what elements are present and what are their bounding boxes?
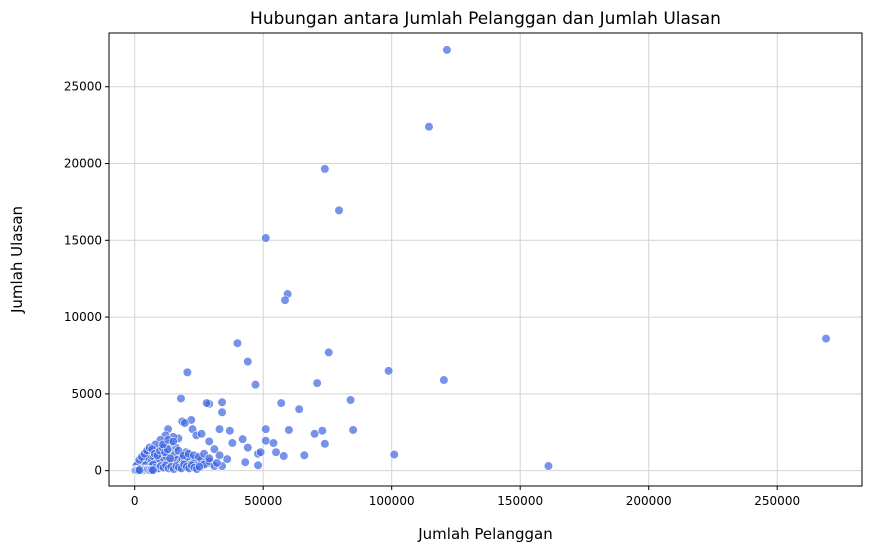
- data-point: [324, 347, 334, 358]
- data-point: [279, 451, 289, 461]
- data-point: [261, 233, 271, 243]
- data-point: [148, 465, 158, 475]
- data-point: [204, 453, 214, 463]
- x-tick-label: 150000: [497, 494, 543, 508]
- data-point: [194, 462, 205, 472]
- y-tick-label: 20000: [64, 157, 102, 171]
- data-point: [196, 429, 207, 439]
- data-point: [240, 457, 250, 467]
- data-point: [227, 438, 237, 448]
- x-axis-label: Jumlah Pelanggan: [417, 525, 553, 543]
- data-point: [334, 205, 344, 215]
- data-point: [204, 436, 214, 447]
- y-tick-label: 0: [94, 464, 102, 478]
- data-point: [253, 460, 263, 470]
- data-point: [225, 426, 235, 436]
- data-point: [214, 424, 225, 434]
- data-point: [222, 454, 232, 464]
- data-point: [389, 449, 399, 460]
- data-point: [238, 434, 248, 444]
- x-tick-label: 50000: [244, 494, 282, 508]
- x-tick-label: 0: [131, 494, 139, 508]
- data-point: [280, 295, 290, 305]
- plot-frame: [108, 32, 863, 487]
- data-point: [250, 380, 261, 390]
- y-tick-label: 25000: [64, 80, 102, 94]
- data-point: [217, 407, 227, 417]
- data-point: [317, 426, 327, 436]
- data-point: [320, 164, 330, 174]
- data-point: [134, 465, 145, 475]
- data-point: [182, 367, 192, 377]
- y-tick-label: 5000: [71, 387, 102, 401]
- x-tick-label: 200000: [626, 494, 672, 508]
- data-point: [424, 122, 434, 132]
- data-point: [284, 425, 294, 435]
- data-point: [212, 458, 222, 468]
- y-tick-label: 10000: [64, 310, 102, 324]
- y-axis-label: Jumlah Ulasan: [8, 206, 26, 314]
- data-point: [261, 424, 271, 434]
- data-point: [384, 366, 394, 376]
- data-point: [261, 436, 271, 446]
- data-point: [299, 450, 309, 460]
- data-point: [256, 447, 266, 457]
- data-point: [294, 404, 304, 414]
- data-point: [271, 447, 281, 457]
- data-point: [312, 378, 322, 388]
- data-point: [320, 439, 330, 449]
- data-point: [821, 333, 831, 344]
- data-point: [165, 453, 175, 463]
- data-point: [348, 425, 358, 435]
- data-point: [543, 461, 554, 471]
- data-point: [268, 438, 279, 448]
- x-tick-label: 250000: [754, 494, 800, 508]
- chart-title: Hubungan antara Jumlah Pelanggan dan Jum…: [250, 9, 721, 29]
- data-point: [168, 436, 178, 447]
- data-point: [442, 45, 452, 55]
- data-point: [309, 429, 320, 439]
- data-point: [439, 375, 449, 385]
- data-point: [214, 450, 225, 460]
- x-tick-label: 100000: [369, 494, 415, 508]
- points-layer: [130, 45, 831, 476]
- data-point: [276, 398, 286, 408]
- data-point: [202, 398, 212, 408]
- data-point: [176, 393, 186, 404]
- data-point: [243, 443, 253, 453]
- data-point: [345, 395, 356, 405]
- data-point: [209, 444, 219, 454]
- y-tick-label: 15000: [64, 233, 102, 247]
- data-point: [243, 357, 253, 367]
- data-point: [180, 418, 190, 428]
- tick-layer: 0 50000 100000 150000 200000 250000 0 5000 10000…: [64, 80, 800, 508]
- grid-layer: [109, 33, 862, 486]
- data-point: [217, 397, 227, 407]
- data-point: [232, 338, 243, 348]
